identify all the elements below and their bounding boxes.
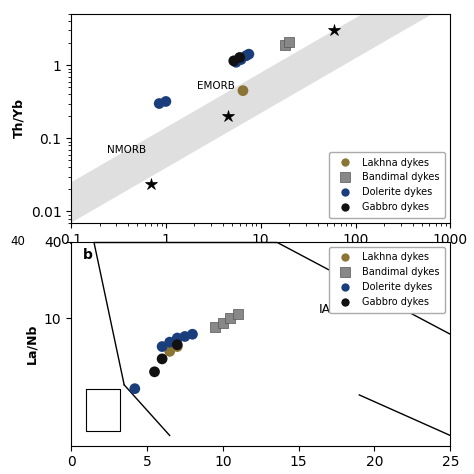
Point xyxy=(155,100,163,107)
Point xyxy=(131,385,138,392)
Point xyxy=(166,347,173,355)
Point xyxy=(173,343,181,350)
Y-axis label: La/Nb: La/Nb xyxy=(25,323,38,364)
Point xyxy=(219,319,227,327)
Point xyxy=(189,330,196,338)
Point xyxy=(232,58,240,66)
Point xyxy=(245,50,253,58)
Text: IAB: IAB xyxy=(319,303,339,316)
Point xyxy=(158,355,166,363)
Point xyxy=(236,54,244,61)
Point xyxy=(211,324,219,331)
Point xyxy=(162,98,170,105)
Point xyxy=(237,56,245,64)
Point xyxy=(285,38,293,46)
Y-axis label: Th/Yb: Th/Yb xyxy=(12,99,25,138)
Point xyxy=(181,333,189,340)
Point xyxy=(151,368,158,375)
Point xyxy=(281,41,289,49)
Legend: Lakhna dykes, Bandimal dykes, Dolerite dykes, Gabbro dykes: Lakhna dykes, Bandimal dykes, Dolerite d… xyxy=(329,152,446,218)
X-axis label: Nb/Yb: Nb/Yb xyxy=(240,252,282,265)
Point xyxy=(234,310,242,318)
Text: 40: 40 xyxy=(11,235,26,248)
Point xyxy=(227,315,234,322)
Point xyxy=(173,334,181,342)
Point xyxy=(173,341,181,348)
Text: b: b xyxy=(82,248,92,262)
Point xyxy=(158,343,166,350)
Polygon shape xyxy=(71,0,450,223)
Text: NMORB: NMORB xyxy=(107,145,146,155)
Point xyxy=(239,87,247,94)
Legend: Lakhna dykes, Bandimal dykes, Dolerite dykes, Gabbro dykes: Lakhna dykes, Bandimal dykes, Dolerite d… xyxy=(329,246,446,313)
Point xyxy=(230,57,237,64)
Text: EMORB: EMORB xyxy=(197,82,235,91)
Point xyxy=(242,52,250,60)
Point xyxy=(166,338,173,346)
